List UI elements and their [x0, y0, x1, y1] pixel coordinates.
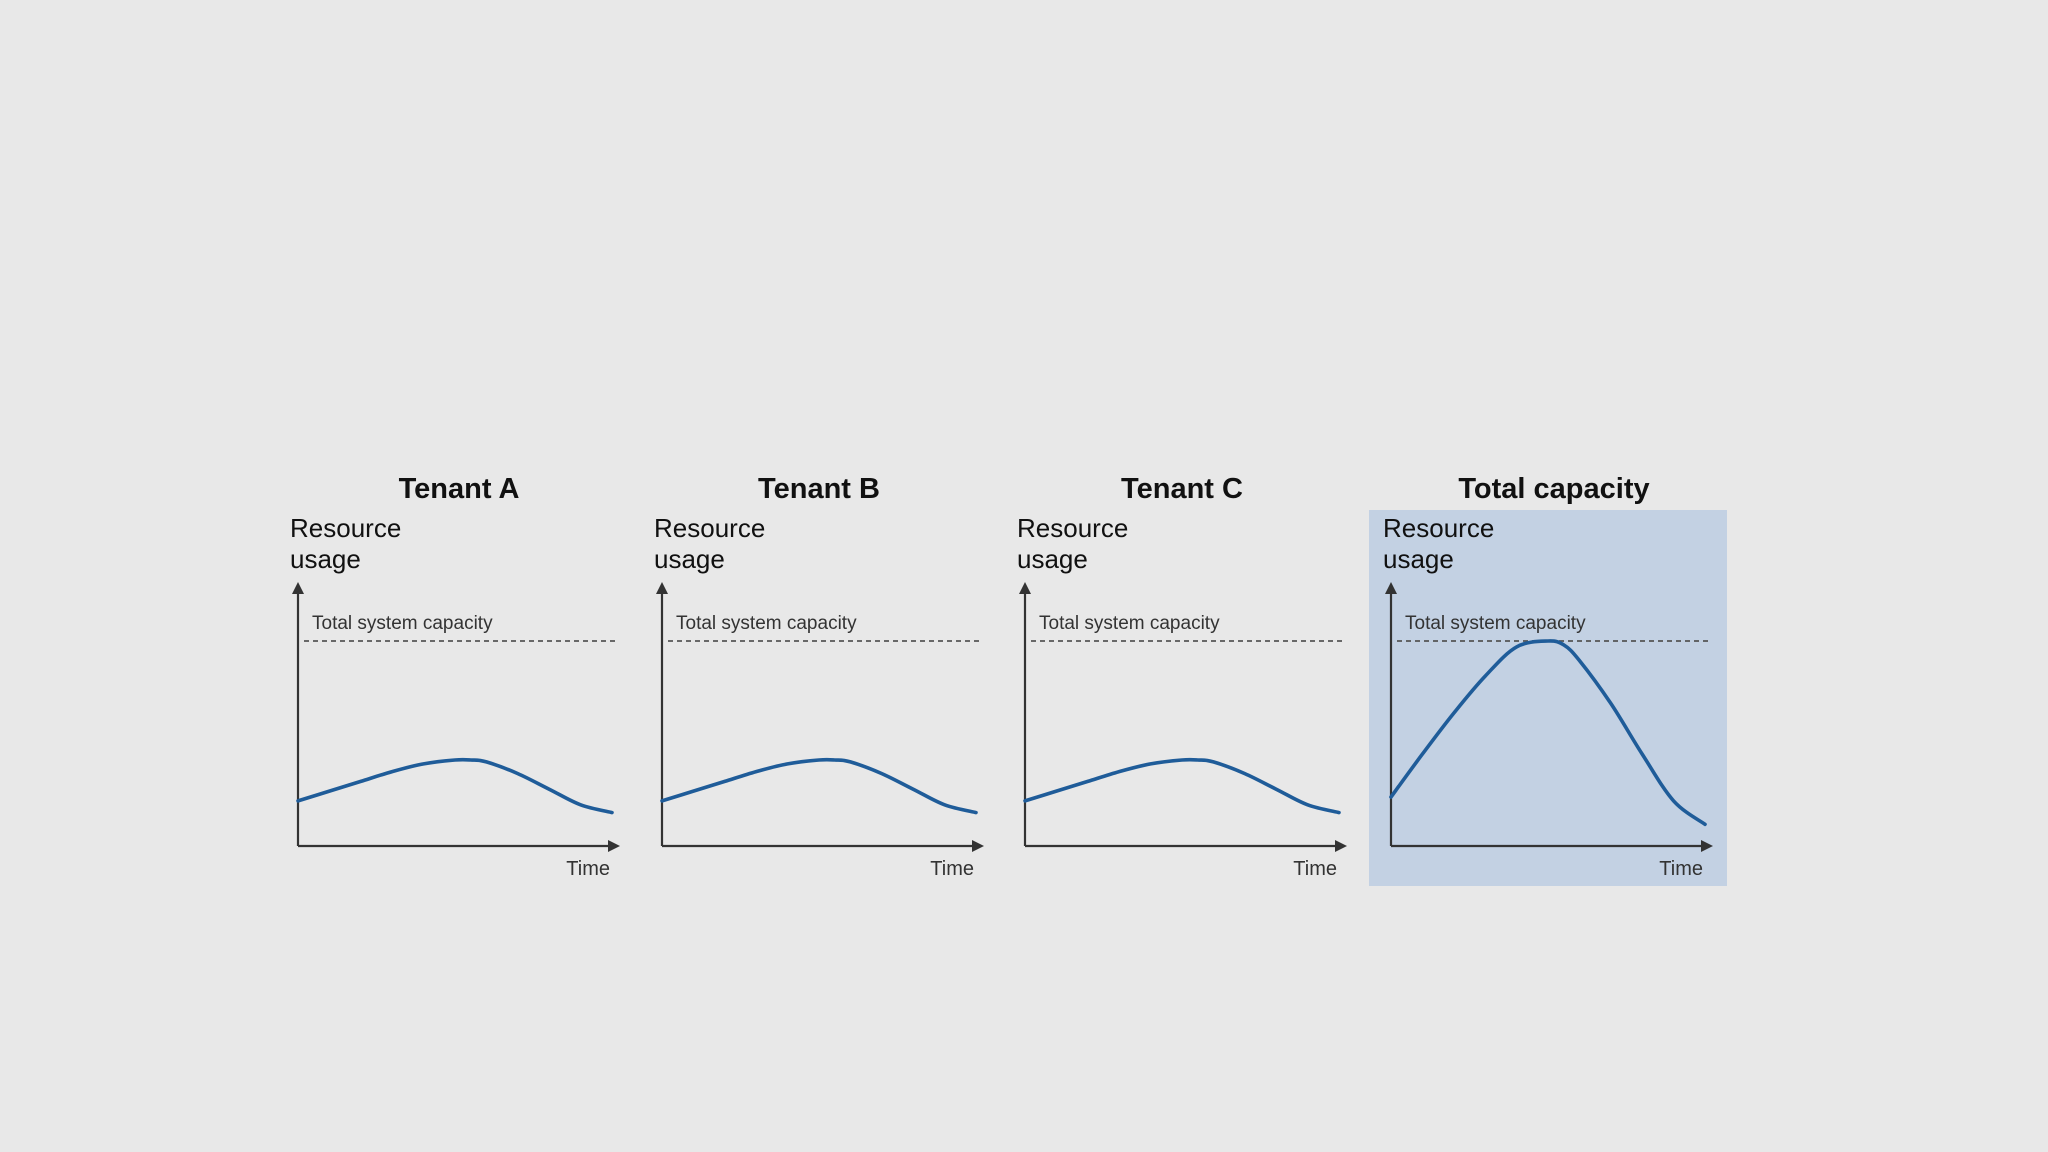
y-axis-label-line-1: Resource — [290, 513, 401, 543]
x-axis-arrow — [972, 840, 984, 852]
capacity-label: Total system capacity — [312, 613, 493, 634]
usage-series-line — [1023, 757, 1341, 815]
y-axis-label-line-1: Resource — [1383, 513, 1494, 543]
x-axis-arrow — [608, 840, 620, 852]
y-axis-label-line-2: usage — [1017, 544, 1088, 574]
chart-title: Tenant B — [758, 473, 880, 505]
capacity-label: Total system capacity — [676, 613, 857, 634]
y-axis-arrow — [1385, 582, 1397, 594]
highlight-panel — [1369, 510, 1727, 886]
capacity-label: Total system capacity — [1405, 613, 1586, 634]
y-axis-arrow — [656, 582, 668, 594]
usage-series-line — [1389, 639, 1707, 827]
y-axis-arrow — [1019, 582, 1031, 594]
usage-series-line — [296, 757, 614, 815]
y-axis-arrow — [292, 582, 304, 594]
x-axis-arrow — [1701, 840, 1713, 852]
usage-series-line — [660, 757, 978, 815]
x-axis-label: Time — [930, 858, 974, 880]
x-axis-arrow — [1335, 840, 1347, 852]
y-axis-label-line-2: usage — [654, 544, 725, 574]
chart-title: Tenant C — [1121, 473, 1243, 505]
y-axis-label-line-1: Resource — [654, 513, 765, 543]
y-axis-label-line-2: usage — [290, 544, 361, 574]
y-axis-label-line-1: Resource — [1017, 513, 1128, 543]
chart-title: Total capacity — [1458, 473, 1649, 505]
x-axis-label: Time — [1659, 858, 1703, 880]
capacity-label: Total system capacity — [1039, 613, 1220, 634]
x-axis-label: Time — [566, 858, 610, 880]
chart-title: Tenant A — [399, 473, 520, 505]
y-axis-label-line-2: usage — [1383, 544, 1454, 574]
x-axis-label: Time — [1293, 858, 1337, 880]
